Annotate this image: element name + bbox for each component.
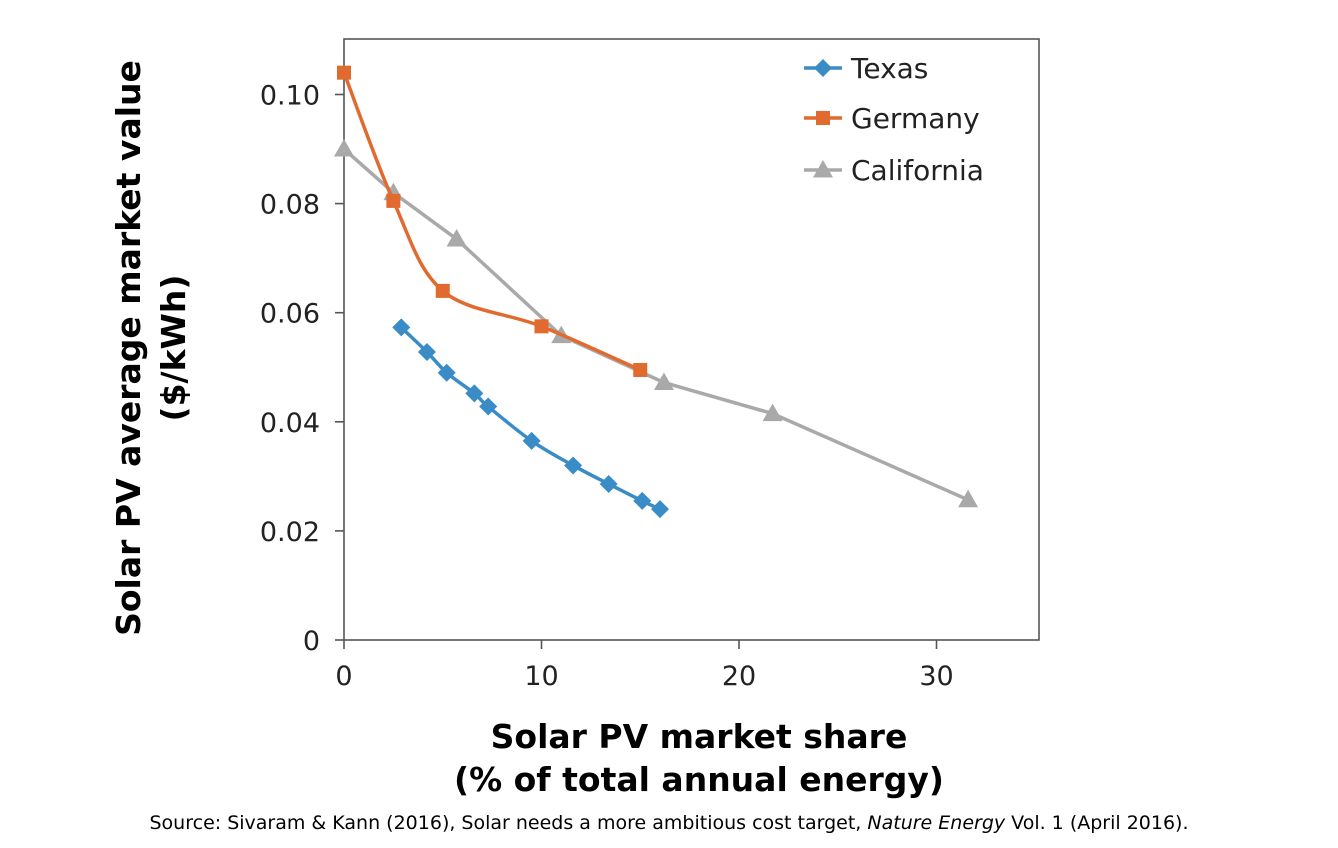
legend-item-texas: Texas [804, 52, 928, 85]
x-tick-label: 10 [524, 661, 558, 692]
data-point-germany [337, 65, 351, 80]
data-point-germany [534, 319, 549, 334]
x-tick-label: 0 [335, 661, 352, 692]
legend-item-germany: Germany [804, 102, 980, 135]
y-tick-label: 0.08 [260, 190, 320, 221]
data-point-texas [465, 384, 484, 403]
series-line-california [342, 147, 970, 502]
series-line-germany [342, 70, 642, 372]
source-journal: Nature Energy [867, 812, 1006, 834]
data-point-germany [386, 193, 401, 208]
y-axis: 0 0.02 0.04 0.06 0.08 0.10 [260, 81, 344, 657]
y-tick-label: 0.02 [260, 517, 320, 548]
x-axis-title-line-1: Solar PV market share [491, 717, 908, 756]
legend-marker-texas [814, 59, 832, 77]
data-point-germany [633, 362, 648, 377]
data-point-california [958, 489, 979, 508]
series-california [334, 139, 979, 508]
legend: Texas Germany California [804, 52, 984, 187]
source-citation: Source: Sivaram & Kann (2016), Solar nee… [0, 812, 1338, 834]
data-point-texas [479, 397, 498, 416]
data-point-california [653, 372, 674, 391]
y-axis-title-line-1: Solar PV average market value [109, 60, 148, 636]
y-axis-title-line-2: ($/kWh) [154, 274, 193, 421]
data-point-texas [633, 491, 652, 510]
data-point-texas [522, 431, 541, 450]
series-layer [334, 65, 979, 519]
data-point-germany [435, 283, 450, 298]
series-line-texas [399, 325, 662, 511]
legend-marker-germany [816, 111, 830, 125]
series-germany [337, 65, 648, 377]
y-tick-label: 0.10 [260, 81, 320, 112]
legend-label-germany: Germany [851, 102, 980, 135]
legend-label-california: California [851, 154, 984, 187]
x-axis-title-line-2: (% of total annual energy) [454, 760, 944, 799]
data-point-texas [392, 318, 411, 337]
y-tick-label: 0 [303, 626, 320, 657]
x-tick-label: 20 [722, 661, 756, 692]
series-texas [392, 318, 669, 519]
y-tick-label: 0.04 [260, 408, 320, 439]
data-point-texas [437, 363, 456, 382]
data-point-texas [651, 500, 669, 519]
legend-label-texas: Texas [850, 52, 928, 85]
legend-item-california: California [804, 154, 984, 187]
data-point-california [334, 139, 354, 157]
x-tick-label: 30 [919, 661, 953, 692]
source-prefix: Source: Sivaram & Kann (2016), Solar nee… [149, 812, 868, 834]
data-point-texas [417, 342, 436, 361]
data-point-texas [564, 456, 583, 475]
legend-marker-california [813, 160, 833, 178]
y-tick-label: 0.06 [260, 299, 320, 330]
x-axis: 0 10 20 30 [335, 640, 954, 692]
data-point-california [446, 229, 467, 247]
plot-area-frame [343, 38, 1040, 641]
data-point-california [762, 403, 783, 422]
source-suffix: Vol. 1 (April 2016). [1005, 812, 1189, 834]
data-point-texas [599, 474, 618, 493]
